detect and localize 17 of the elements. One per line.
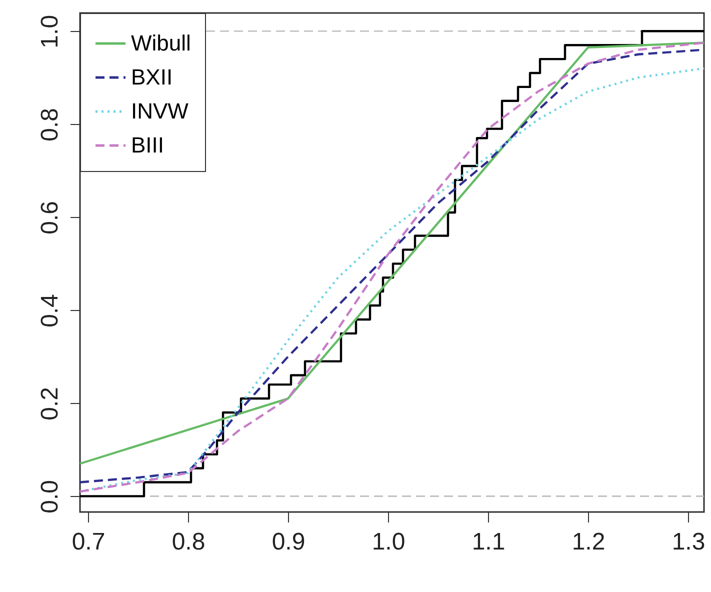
y-tick-label: 0.4 <box>36 294 64 328</box>
legend-label: BIII <box>131 132 164 158</box>
x-tick-label: 1.0 <box>372 528 406 556</box>
x-tick-label: 1.3 <box>672 528 706 556</box>
y-tick-label: 0.2 <box>36 386 64 420</box>
x-tick-label: 1.2 <box>572 528 606 556</box>
legend-label: Wibull <box>131 30 191 56</box>
y-tick-label: 1.0 <box>36 14 64 48</box>
x-tick-label: 0.9 <box>272 528 306 556</box>
legend-label: INVW <box>131 98 189 124</box>
x-tick-label: 1.1 <box>472 528 506 556</box>
y-tick-label: 0.8 <box>36 108 64 142</box>
y-tick-label: 0.0 <box>36 480 64 514</box>
legend-label: BXII <box>131 64 173 90</box>
x-tick-label: 0.8 <box>172 528 206 556</box>
x-tick-label: 0.7 <box>72 528 106 556</box>
y-tick-label: 0.6 <box>36 200 64 234</box>
